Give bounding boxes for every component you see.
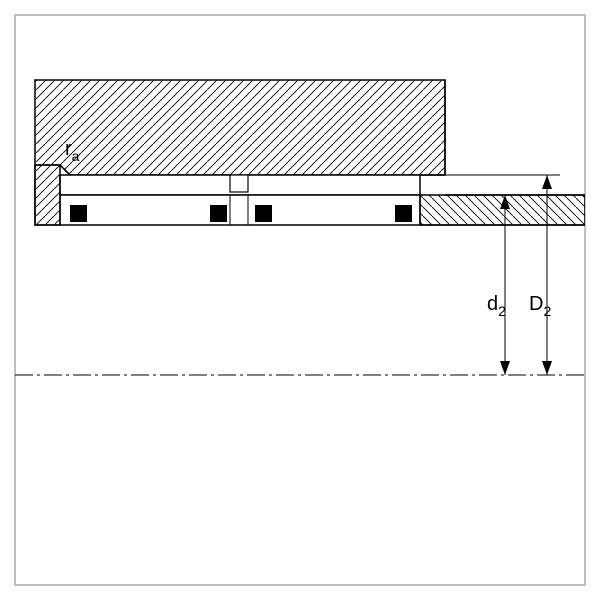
abutment-right bbox=[420, 195, 585, 225]
housing-left-lower bbox=[35, 165, 60, 225]
technical-drawing: d2 D2 ra bbox=[0, 0, 600, 600]
seal-4 bbox=[395, 205, 412, 222]
seal-1 bbox=[70, 205, 87, 222]
d2-label: d2 bbox=[487, 293, 506, 319]
D2-label: D2 bbox=[529, 293, 551, 319]
roller-band bbox=[60, 195, 420, 225]
seal-2 bbox=[210, 205, 227, 222]
center-notch bbox=[230, 175, 248, 192]
seal-3 bbox=[255, 205, 272, 222]
